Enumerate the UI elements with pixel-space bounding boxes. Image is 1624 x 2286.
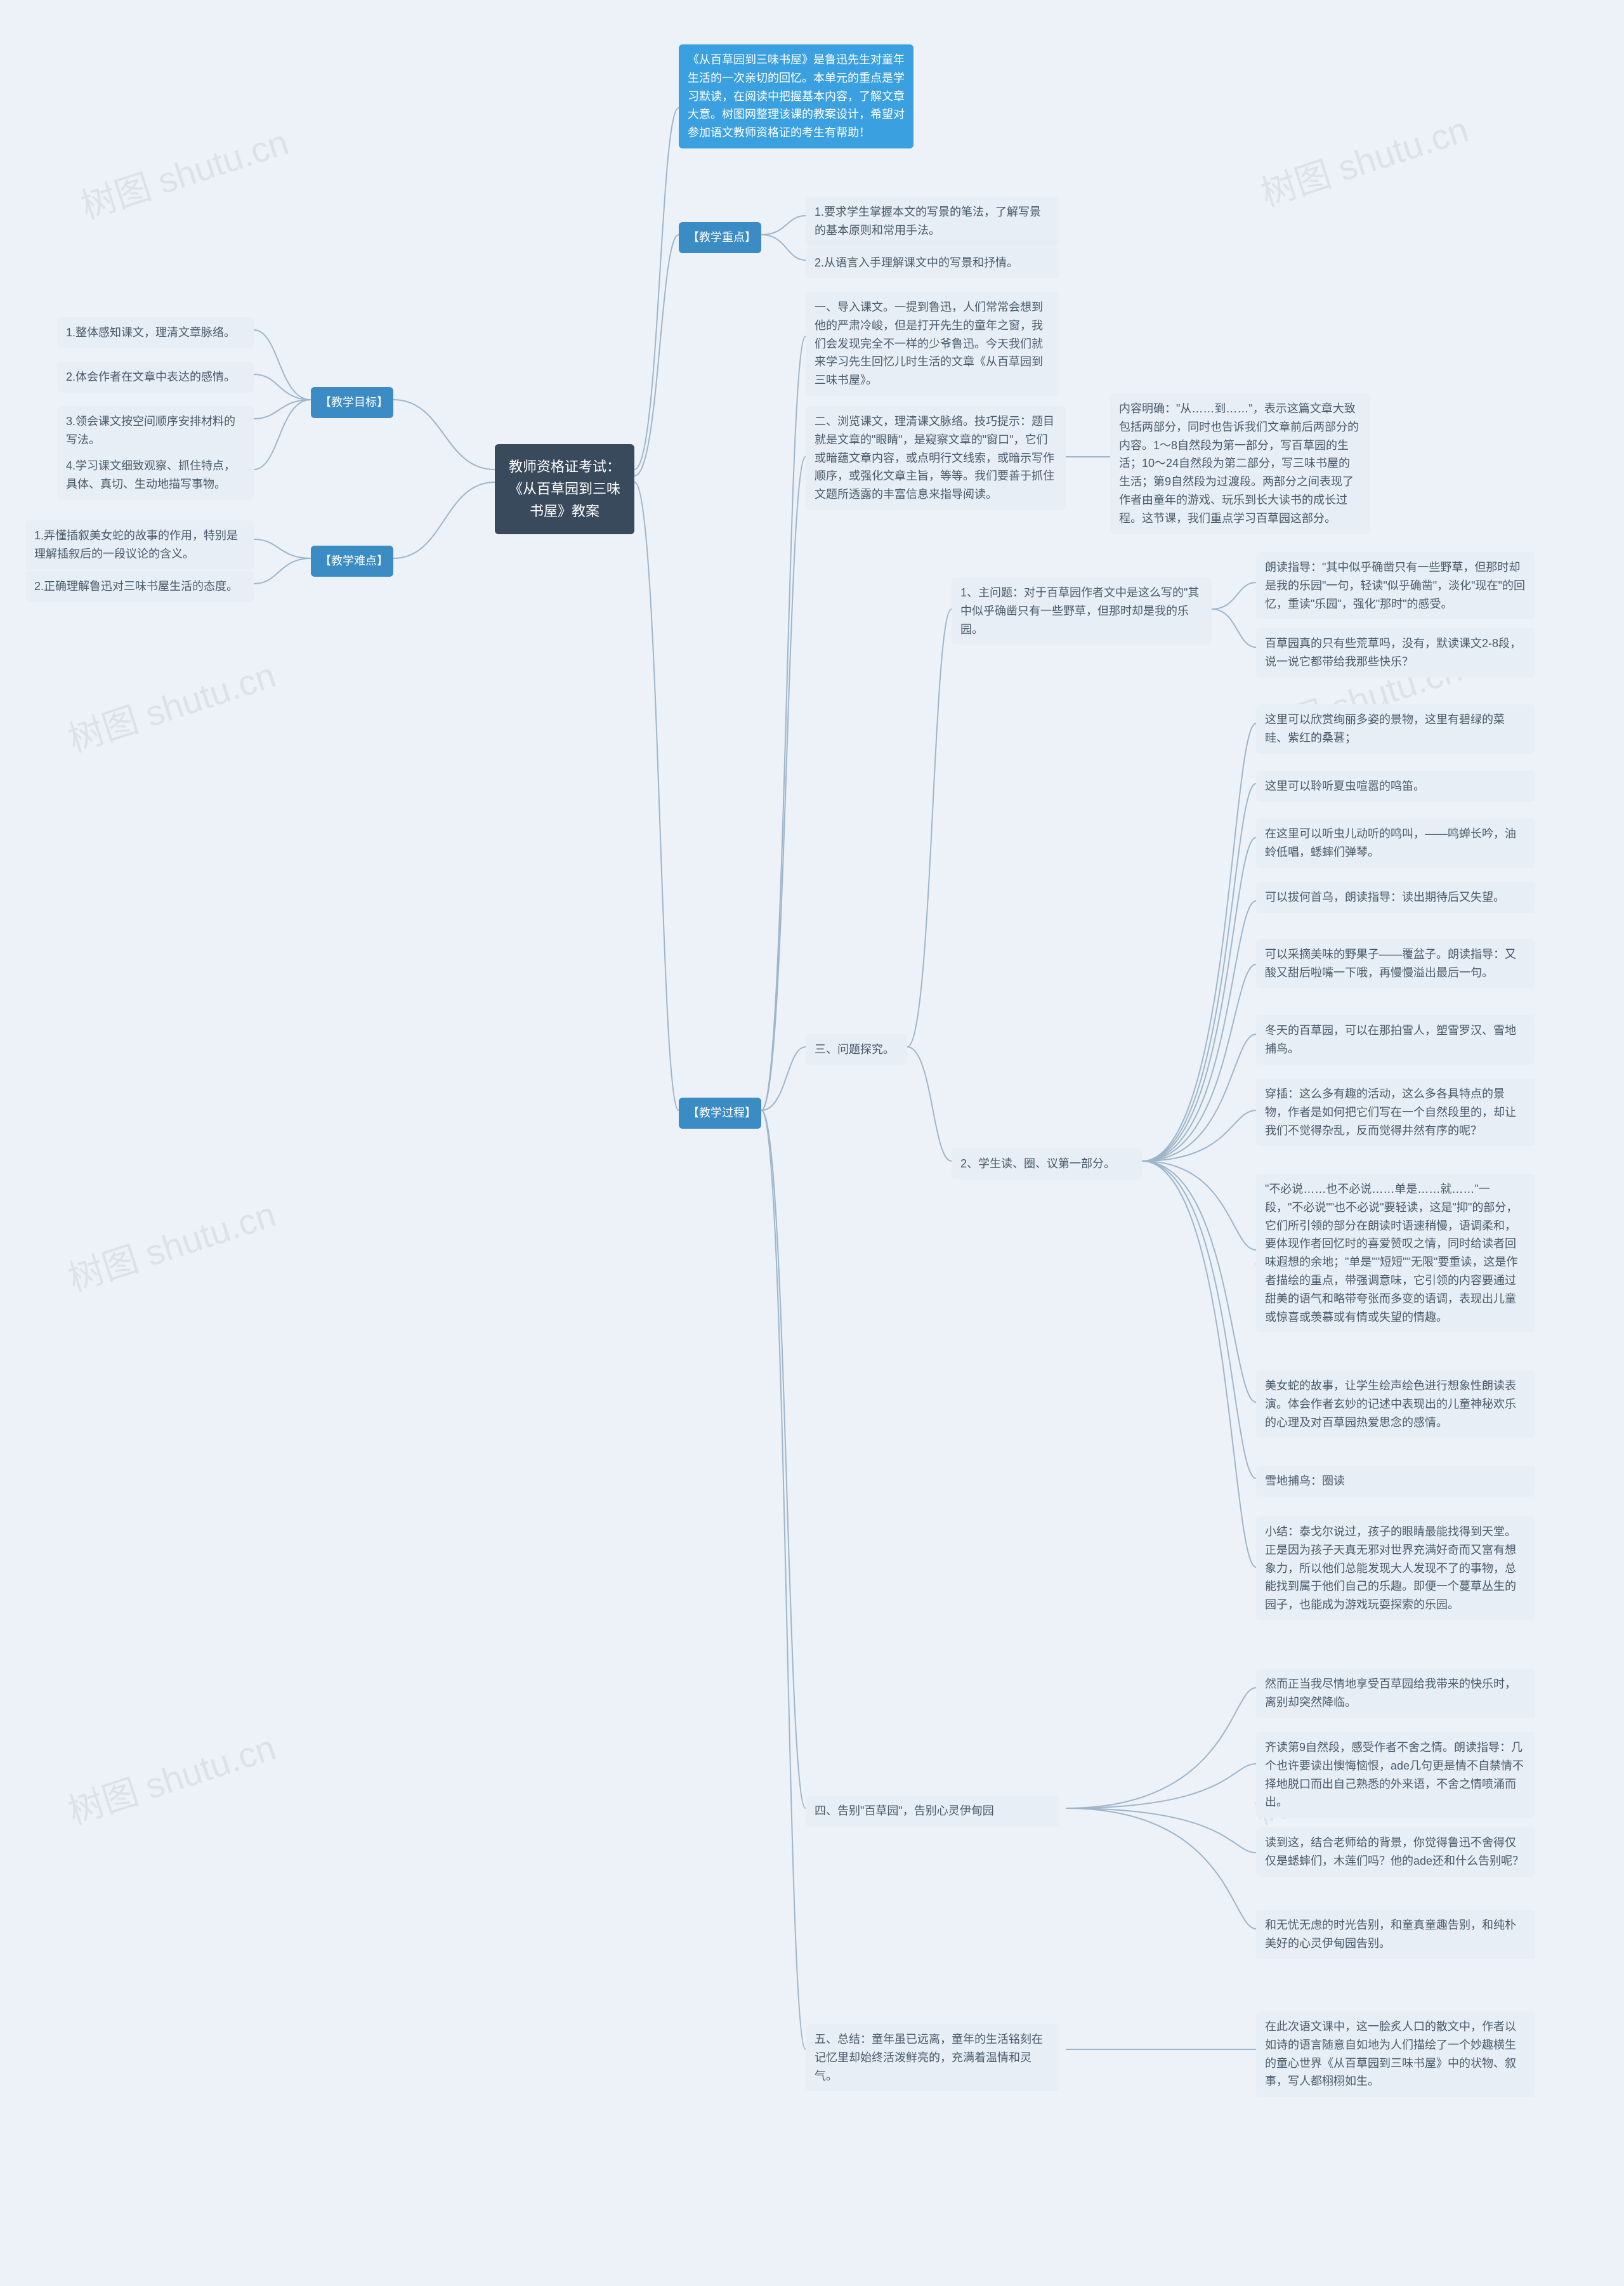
q1-label: 1、主问题：对于百草园作者文中是这么写的"其中似乎确凿只有一些野草，但那时却是我… [952,577,1212,645]
focus-item: 2.从语言入手理解课文中的写景和抒情。 [806,247,1059,279]
watermark: 树图 shutu.cn [61,647,282,763]
focus-item: 1.要求学生掌握本文的写景的笔法，了解写景的基本原则和常用手法。 [806,197,1059,246]
q2-item: 冬天的百草园，可以在那拍雪人，塑雪罗汉、雪地捕鸟。 [1256,1015,1535,1065]
process-step-3: 三、问题探究。 [806,1034,907,1065]
difficult-item: 1.弄懂插叙美女蛇的故事的作用，特别是理解插叙后的一段议论的含义。 [25,520,254,570]
section-goals: 【教学目标】 [311,387,393,418]
goal-item: 4.学习课文细致观察、抓住特点，具体、真切、生动地描写事物。 [57,450,254,500]
section-difficult: 【教学难点】 [311,546,393,577]
goal-item: 2.体会作者在文章中表达的感情。 [57,362,254,393]
q2-item: 小结：泰戈尔说过，孩子的眼睛最能找得到天堂。正是因为孩子天真无邪对世界充满好奇而… [1256,1516,1535,1620]
section-focus: 【教学重点】 [679,222,761,253]
process-step-2: 二、浏览课文，理清课文脉络。技巧提示：题目就是文章的"眼睛"，是窥察文章的"窗口… [806,406,1066,510]
process-step-1: 一、导入课文。一提到鲁迅，人们常常会想到他的严肃冷峻，但是打开先生的童年之窗，我… [806,292,1059,396]
section-process: 【教学过程】 [679,1098,761,1129]
q2-item: 这里可以聆听夏虫喧嚣的鸣笛。 [1256,771,1535,802]
q1-b: 百草园真的只有些荒草吗，没有，默读课文2-8段，说一说它都带给我那些快乐？ [1256,628,1535,678]
watermark: 树图 shutu.cn [61,1719,282,1835]
goal-item: 3.领会课文按空间顺序安排材料的写法。 [57,406,254,456]
process-step-4: 四、告别"百草园"，告别心灵伊甸园 [806,1796,1059,1827]
q2-item: 可以采摘美味的野果子——覆盆子。朗读指导：又酸又甜后啦嘴一下哦，再慢慢溢出最后一… [1256,939,1535,989]
q2-item: 在这里可以听虫儿动听的鸣叫，——鸣蝉长吟，油蛉低唱，蟋蟀们弹琴。 [1256,818,1535,868]
intro-node: 《从百草园到三味书屋》是鲁迅先生对童年生活的一次亲切的回忆。本单元的重点是学习默… [679,44,914,148]
q2-item: 雪地捕鸟：圈读 [1256,1466,1535,1497]
watermark: 树图 shutu.cn [1254,102,1474,217]
watermark: 树图 shutu.cn [61,1186,282,1302]
s4-item: 读到这，结合老师给的背景，你觉得鲁迅不舍得仅仅是蟋蟀们，木莲们吗？他的ade还和… [1256,1827,1535,1877]
s4-item: 然而正当我尽情地享受百草园给我带来的快乐时，离别却突然降临。 [1256,1669,1535,1718]
q1-a: 朗读指导："其中似乎确凿只有一些野草，但那时却是我的乐园"一句，轻读"似乎确凿"… [1256,552,1535,619]
s5-detail: 在此次语文课中，这一脍炙人口的散文中，作者以如诗的语言随意自如地为人们描绘了一个… [1256,2011,1535,2097]
difficult-item: 2.正确理解鲁迅对三味书屋生活的态度。 [25,571,254,602]
q2-item: 这里可以欣赏绚丽多姿的景物，这里有碧绿的菜畦、紫红的桑葚； [1256,704,1535,754]
center-node: 教师资格证考试：《从百草园到三味书屋》教案 [495,444,634,534]
q2-item: 美女蛇的故事，让学生绘声绘色进行想象性朗读表演。体会作者玄妙的记述中表现出的儿童… [1256,1370,1535,1438]
q2-label: 2、学生读、圈、议第一部分。 [952,1148,1142,1179]
s4-item: 齐读第9自然段，感受作者不舍之情。朗读指导：几个也许要读出懊悔恼恨，ade几句更… [1256,1732,1535,1818]
q2-item: 穿插：这么多有趣的活动，这么多各具特点的景物，作者是如何把它们写在一个自然段里的… [1256,1079,1535,1146]
q2-item: 可以拔何首乌，朗读指导：读出期待后又失望。 [1256,882,1535,913]
s4-item: 和无忧无虑的时光告别，和童真童趣告别，和纯朴美好的心灵伊甸园告别。 [1256,1910,1535,1959]
watermark: 树图 shutu.cn [74,114,294,230]
q2-item: "不必说……也不必说……单是……就……"一段，"不必说""也不必说"要轻读，这是… [1256,1174,1535,1332]
process-step-5: 五、总结：童年虽已远离，童年的生活铭刻在记忆里却始终活泼鲜亮的，充满着温情和灵气… [806,2024,1059,2091]
goal-item: 1.整体感知课文，理清文章脉络。 [57,317,254,348]
process-step-2-detail: 内容明确："从……到……"，表示这篇文章大致包括两部分，同时也告诉我们文章前后两… [1110,393,1370,534]
